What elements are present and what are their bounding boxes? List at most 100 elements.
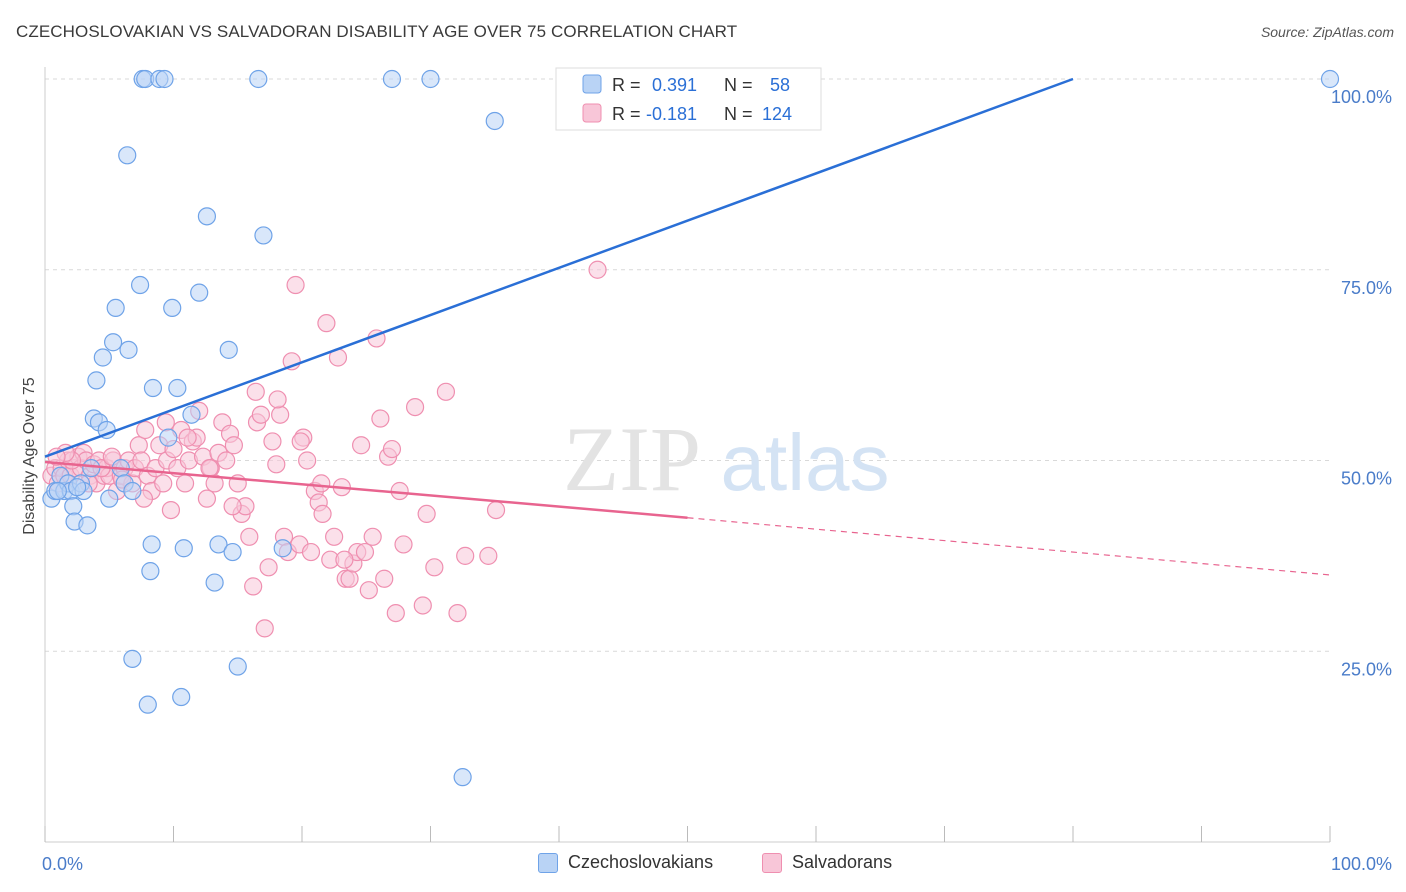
- salvadoran-points: [42, 260, 607, 638]
- czechoslovakian-point-28: [141, 562, 160, 581]
- salvadoran-point-33: [154, 474, 173, 493]
- salvadoran-point-28: [136, 420, 155, 440]
- legend-n-label-blue: N =: [724, 75, 753, 95]
- czechoslovakian-point-37: [174, 539, 193, 558]
- salvadoran-point-71: [298, 451, 317, 470]
- czechoslovakian-point-36: [172, 687, 191, 707]
- salvadoran-point-26: [129, 436, 148, 455]
- legend-r-label-blue: R =: [612, 75, 641, 95]
- grid-lines: [45, 78, 1330, 652]
- y-tick-label-2: 75.0%: [1341, 278, 1392, 298]
- salvadoran-point-96: [394, 535, 413, 554]
- salvadoran-point-72: [301, 542, 321, 562]
- salvadoran-point-113: [156, 413, 175, 432]
- salvadoran-point-64: [271, 405, 290, 424]
- czechoslovakian-point-43: [219, 340, 238, 359]
- legend-r-value-blue: 0.391: [652, 75, 697, 95]
- y-axis-label: Disability Age Over 75: [21, 377, 38, 535]
- salvadoran-point-60: [255, 619, 274, 638]
- legend-n-label-pink: N =: [724, 104, 753, 124]
- salvadoran-point-68: [286, 275, 305, 295]
- salvadoran-point-45: [197, 489, 217, 508]
- legend-r-value-pink: -0.181: [646, 104, 697, 124]
- czechoslovakian-point-30: [143, 378, 163, 398]
- salvadoran-point-117: [246, 382, 265, 401]
- salvadoran-trend-extension: [687, 517, 1331, 576]
- czechoslovakian-point-35: [168, 378, 187, 398]
- salvadoran-point-116: [223, 497, 242, 516]
- y-tick-label-0: 25.0%: [1341, 659, 1392, 679]
- czechoslovakian-point-50: [421, 69, 440, 89]
- salvadoran-point-104: [479, 546, 498, 565]
- salvadoran-point-119: [291, 432, 310, 451]
- watermark-atlas: atlas: [721, 418, 890, 507]
- legend-swatch-pink: [582, 103, 602, 123]
- czechoslovakian-point-11: [82, 459, 101, 478]
- y-tick-label-3: 100.0%: [1331, 87, 1392, 107]
- czechoslovakian-trend-line: [44, 77, 1074, 458]
- salvadoran-point-93: [382, 439, 402, 459]
- czechoslovakian-point-47: [254, 226, 273, 245]
- source-label: Source: ZipAtlas.com: [1260, 24, 1394, 40]
- czechoslovakian-point-15: [93, 348, 112, 367]
- salvadoran-point-100: [425, 558, 444, 577]
- salvadoran-point-87: [359, 581, 378, 600]
- czechoslovakian-point-33: [159, 428, 178, 447]
- legend-r-label-pink: R =: [612, 104, 641, 124]
- legend-swatch-blue: [582, 74, 602, 94]
- salvadoran-point-39: [175, 474, 195, 493]
- salvadoran-point-97: [405, 397, 425, 417]
- salvadoran-point-57: [244, 577, 263, 596]
- czechoslovakian-point-51: [453, 768, 472, 787]
- salvadoran-point-35: [161, 500, 181, 520]
- salvadoran-point-61: [259, 558, 278, 577]
- y-tick-label-1: 50.0%: [1341, 469, 1392, 489]
- legend-n-value-blue: 58: [770, 75, 790, 95]
- czechoslovakian-point-23: [119, 340, 138, 359]
- czechoslovakian-point-56: [48, 481, 67, 501]
- salvadoran-point-78: [325, 527, 344, 546]
- salvadoran-point-94: [386, 603, 405, 623]
- salvadoran-point-85: [352, 436, 371, 455]
- salvadoran-point-59: [251, 405, 270, 424]
- axes: [44, 67, 1331, 843]
- czechoslovakian-point-49: [382, 69, 402, 89]
- czechoslovakian-point-42: [209, 535, 228, 554]
- legend-item-czechoslovakians[interactable]: Czechoslovakians: [538, 852, 713, 873]
- salvadoran-point-99: [417, 504, 436, 524]
- czechoslovakian-points: [42, 69, 1340, 787]
- chart-title: CZECHOSLOVAKIAN VS SALVADORAN DISABILITY…: [16, 22, 738, 41]
- salvadoran-point-106: [588, 260, 607, 279]
- salvadoran-point-75: [313, 504, 332, 524]
- salvadoran-point-63: [267, 455, 286, 474]
- czechoslovakian-point-17: [100, 489, 119, 508]
- salvadoran-point-120: [312, 474, 331, 493]
- watermark: ZIP atlas: [563, 408, 889, 510]
- legend-label-czechoslovakians: Czechoslovakians: [568, 852, 714, 872]
- czechoslovakian-point-18: [104, 333, 123, 352]
- czechoslovakian-point-13: [87, 371, 106, 390]
- czechoslovakian-point-44: [223, 542, 242, 562]
- salvadoran-point-76: [317, 314, 336, 333]
- tick-labels: 25.0% 50.0% 75.0% 100.0% 0.0% 100.0%: [42, 87, 1392, 874]
- legend-swatch-czechoslovakians: [538, 852, 558, 873]
- czechoslovakian-point-53: [1320, 69, 1340, 89]
- czechoslovakian-point-39: [190, 283, 209, 302]
- czechoslovakian-point-41: [205, 573, 224, 592]
- czechoslovakian-point-32: [155, 69, 174, 89]
- salvadoran-point-118: [268, 390, 287, 409]
- czechoslovakian-point-6: [64, 497, 83, 516]
- x-tick-label-0: 0.0%: [42, 854, 83, 874]
- legend-swatch-salvadorans: [762, 852, 782, 873]
- czechoslovakian-point-54: [138, 695, 157, 714]
- legend-item-salvadorans[interactable]: Salvadorans: [762, 852, 892, 873]
- salvadoran-point-98: [413, 596, 432, 615]
- czechoslovakian-point-52: [485, 111, 504, 131]
- salvadoran-point-101: [436, 382, 456, 401]
- czechoslovakian-point-38: [182, 405, 201, 424]
- czechoslovakian-point-55: [123, 649, 142, 668]
- correlation-legend: R = 0.391 N = 58 R = -0.181 N = 124: [555, 67, 822, 131]
- czechoslovakian-point-46: [249, 69, 268, 89]
- salvadoran-point-86: [355, 542, 375, 562]
